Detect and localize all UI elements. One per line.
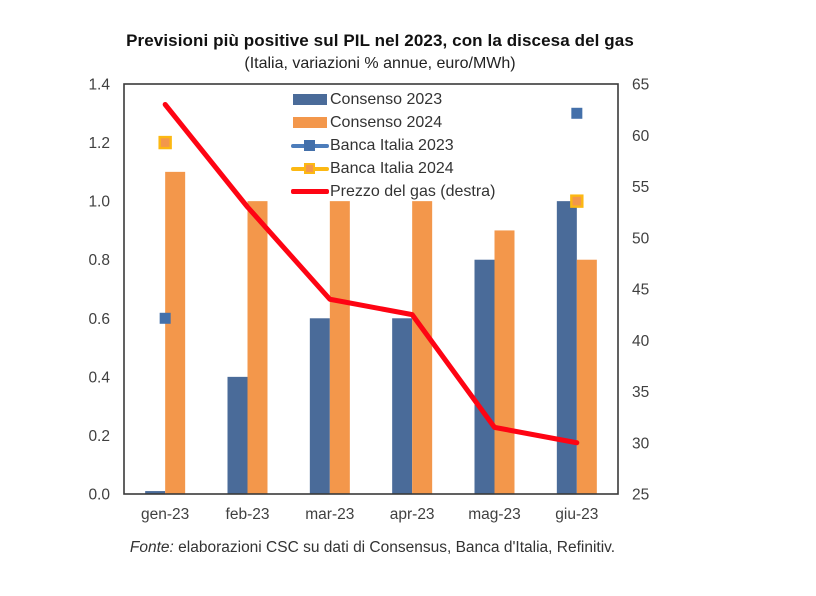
legend-label: Banca Italia 2024 bbox=[330, 159, 454, 177]
source-note: Fonte: elaborazioni CSC su dati di Conse… bbox=[0, 539, 745, 557]
y-axis-left-tick: 1.4 bbox=[88, 77, 110, 94]
legend-item: Banca Italia 2023 bbox=[291, 134, 495, 157]
y-axis-right-tick: 55 bbox=[632, 179, 649, 196]
legend-item: Consenso 2024 bbox=[291, 111, 495, 134]
bar-1-gen-23 bbox=[165, 171, 186, 494]
legend-line-marker-swatch-icon bbox=[291, 157, 329, 180]
bar-0-mar-23 bbox=[309, 318, 330, 494]
chart-title: Previsioni più positive sul PIL nel 2023… bbox=[126, 31, 634, 50]
bar-1-apr-23 bbox=[412, 201, 433, 494]
legend-bar-swatch-icon bbox=[291, 111, 329, 134]
bar-0-gen-23 bbox=[145, 491, 166, 494]
bar-1-giu-23 bbox=[576, 259, 597, 494]
legend-line-marker-swatch-icon bbox=[291, 134, 329, 157]
chart-legend: Consenso 2023 Consenso 2024 Banca Italia 2… bbox=[291, 88, 495, 203]
plot-border bbox=[123, 83, 619, 495]
x-axis-label: mag-23 bbox=[468, 506, 521, 523]
legend-label: Banca Italia 2023 bbox=[330, 136, 454, 154]
x-axis-label: mar-23 bbox=[305, 506, 354, 523]
bar-0-giu-23 bbox=[556, 201, 577, 494]
y-axis-right-tick: 30 bbox=[632, 435, 650, 452]
bar-1-mag-23 bbox=[494, 230, 515, 494]
forecast-marker-giu-23 bbox=[571, 107, 583, 119]
y-axis-right-tick: 25 bbox=[632, 487, 649, 504]
source-label: Fonte: bbox=[129, 539, 174, 556]
chart-subtitle: (Italia, variazioni % annue, euro/MWh) bbox=[244, 55, 516, 72]
y-axis-right-tick: 50 bbox=[632, 230, 650, 247]
bar-0-mag-23 bbox=[474, 259, 495, 494]
legend-item: Consenso 2023 bbox=[291, 88, 495, 111]
legend-label: Consenso 2024 bbox=[330, 113, 443, 131]
y-axis-left-tick: 0.2 bbox=[88, 428, 110, 445]
bar-1-mar-23 bbox=[329, 201, 350, 494]
legend-label: Prezzo del gas (destra) bbox=[330, 182, 496, 200]
bar-0-apr-23 bbox=[392, 318, 413, 494]
legend-label: Consenso 2023 bbox=[330, 90, 443, 108]
y-axis-left-tick: 0.8 bbox=[88, 252, 110, 269]
x-axis-label: apr-23 bbox=[390, 506, 435, 523]
x-axis-label: feb-23 bbox=[226, 506, 270, 523]
y-axis-right-tick: 60 bbox=[632, 128, 650, 145]
y-axis-right-tick: 45 bbox=[632, 282, 649, 299]
bar-1-feb-23 bbox=[247, 201, 268, 494]
forecast-marker-giu-23 bbox=[570, 194, 584, 208]
x-axis-label: gen-23 bbox=[141, 506, 189, 523]
y-axis-right-tick: 65 bbox=[632, 77, 649, 94]
y-axis-right-tick: 40 bbox=[632, 333, 650, 350]
legend-line-swatch-icon bbox=[291, 180, 329, 203]
y-axis-left-tick: 1.0 bbox=[88, 194, 110, 211]
y-axis-left-tick: 0.6 bbox=[88, 311, 110, 328]
y-axis-left-tick: 0.4 bbox=[88, 369, 110, 386]
legend-bar-swatch-icon bbox=[291, 88, 329, 111]
y-axis-right-tick: 35 bbox=[632, 384, 649, 401]
forecast-marker-gen-23 bbox=[158, 135, 172, 150]
legend-item: Prezzo del gas (destra) bbox=[291, 180, 495, 203]
x-axis-label: giu-23 bbox=[555, 506, 598, 523]
source-text: elaborazioni CSC su dati di Consensus, B… bbox=[173, 539, 616, 556]
gas-price-line bbox=[162, 102, 580, 446]
bar-0-feb-23 bbox=[227, 376, 248, 494]
forecast-marker-gen-23 bbox=[159, 312, 171, 324]
y-axis-left-tick: 0.0 bbox=[88, 487, 110, 504]
legend-item: Banca Italia 2024 bbox=[291, 157, 495, 180]
y-axis-left-tick: 1.2 bbox=[88, 135, 110, 152]
